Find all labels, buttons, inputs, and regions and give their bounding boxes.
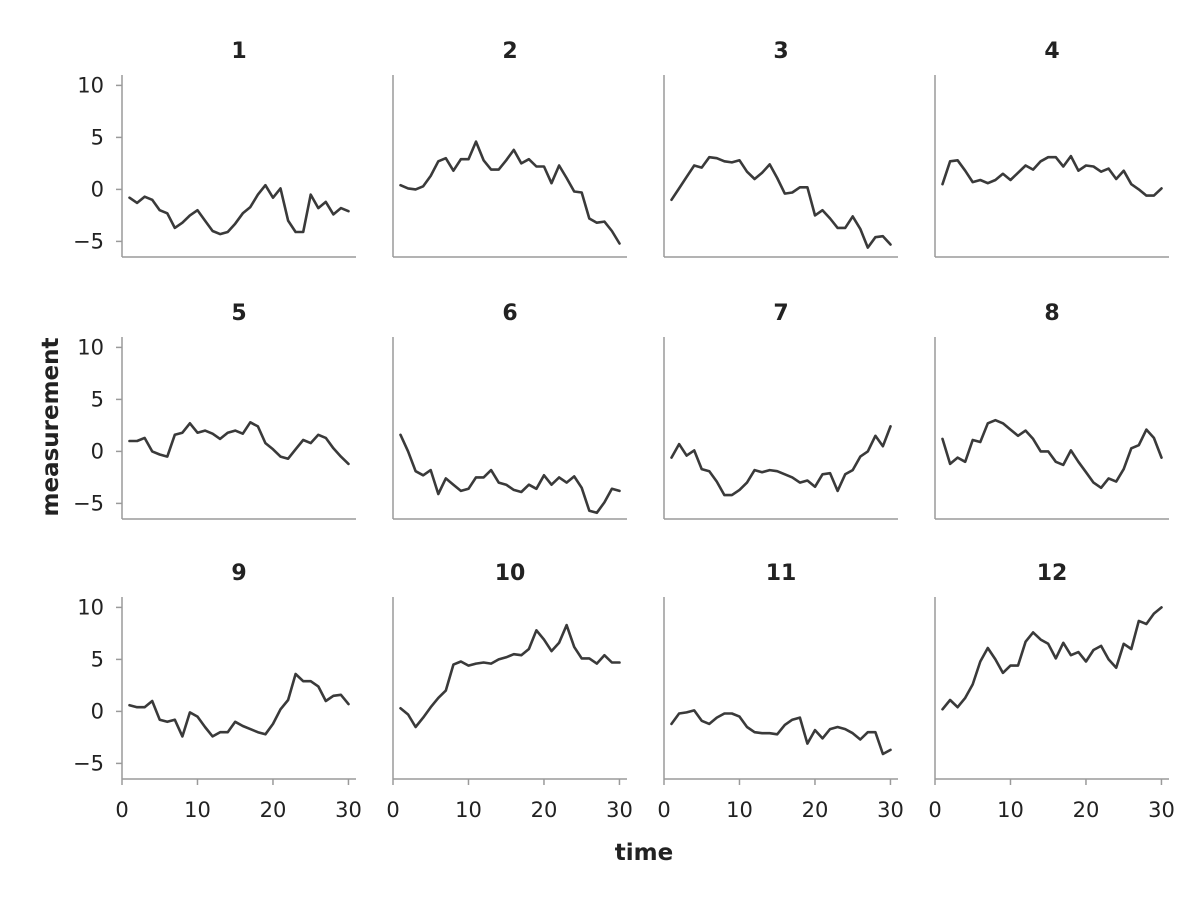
series-line <box>128 672 350 738</box>
panel-4: 4 <box>934 39 1169 258</box>
panel-9: 9 −5 0 5 10 0 10 20 30 <box>73 561 362 822</box>
x-tick-label: 20 <box>802 798 829 822</box>
x-tick-label: 10 <box>455 798 482 822</box>
y-tick-label: 5 <box>91 125 104 149</box>
panel-title: 11 <box>766 561 797 586</box>
y-tick-label: 10 <box>77 73 104 97</box>
panel-5: 5 −5 0 5 10 <box>73 301 356 520</box>
y-tick-label: 10 <box>77 335 104 359</box>
panel-12: 12 0 10 20 30 <box>928 561 1175 822</box>
x-axis-label: time <box>615 840 673 866</box>
panel-1: 1 −5 0 5 10 <box>73 39 356 258</box>
panel-title: 9 <box>231 561 246 586</box>
y-tick-label: −5 <box>73 751 104 775</box>
x-tick-label: 20 <box>260 798 287 822</box>
series-line <box>670 155 892 249</box>
x-tick-label: 30 <box>606 798 633 822</box>
x-tick-label: 10 <box>997 798 1024 822</box>
panel-7: 7 <box>663 301 898 520</box>
y-axis-label: measurement <box>38 337 64 516</box>
series-line <box>128 420 350 466</box>
y-tick-label: 0 <box>91 439 104 463</box>
y-tick-label: 10 <box>77 595 104 619</box>
series-line <box>941 154 1163 197</box>
panel-title: 12 <box>1037 561 1068 586</box>
series-line <box>670 709 892 756</box>
panel-6: 6 <box>392 301 627 520</box>
y-tick-label: −5 <box>73 229 104 253</box>
y-tick-label: 0 <box>91 177 104 201</box>
series-line <box>399 140 621 245</box>
y-tick-label: 5 <box>91 647 104 671</box>
panels-grid: 1 −5 0 5 10 2 3 4 5 −5 0 5 10 6 7 8 9 −5 0 5 10 0 10 20 30 10 0 10 2… <box>73 39 1175 822</box>
y-tick-label: 0 <box>91 699 104 723</box>
x-tick-label: 30 <box>1148 798 1175 822</box>
panel-8: 8 <box>934 301 1169 520</box>
series-line <box>399 433 621 515</box>
series-line <box>941 418 1163 490</box>
panel-title: 2 <box>502 39 517 64</box>
x-tick-label: 10 <box>184 798 211 822</box>
x-tick-label: 20 <box>1073 798 1100 822</box>
panel-title: 5 <box>231 301 246 326</box>
series-line <box>399 623 621 729</box>
x-tick-label: 0 <box>115 798 128 822</box>
x-tick-label: 30 <box>335 798 362 822</box>
panel-2: 2 <box>392 39 627 258</box>
panel-title: 4 <box>1044 39 1059 64</box>
x-tick-label: 30 <box>877 798 904 822</box>
panel-title: 1 <box>231 39 246 64</box>
panel-title: 3 <box>773 39 788 64</box>
x-tick-label: 10 <box>726 798 753 822</box>
x-tick-label: 0 <box>657 798 670 822</box>
panel-10: 10 0 10 20 30 <box>386 561 633 822</box>
panel-title: 6 <box>502 301 517 326</box>
panel-11: 11 0 10 20 30 <box>657 561 904 822</box>
series-line <box>670 425 892 497</box>
panel-3: 3 <box>663 39 898 258</box>
x-tick-label: 0 <box>928 798 941 822</box>
panel-title: 7 <box>773 301 788 326</box>
panel-title: 8 <box>1044 301 1059 326</box>
x-tick-label: 0 <box>386 798 399 822</box>
x-tick-label: 20 <box>531 798 558 822</box>
series-line <box>941 606 1163 711</box>
y-tick-label: 5 <box>91 387 104 411</box>
series-line <box>128 183 350 236</box>
panel-title: 10 <box>495 561 526 586</box>
y-tick-label: −5 <box>73 491 104 515</box>
